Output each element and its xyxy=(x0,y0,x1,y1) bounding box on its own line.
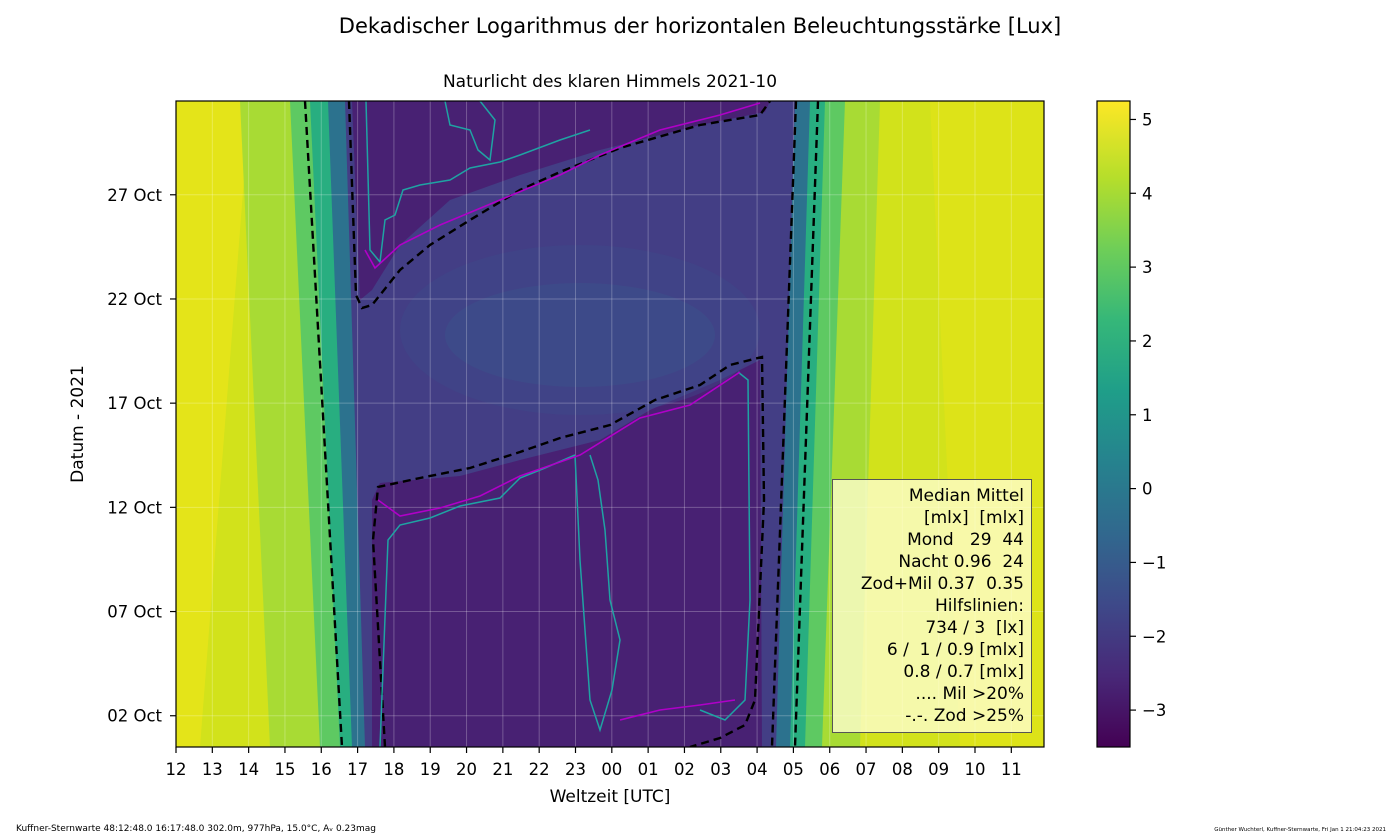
legend-line: Nacht 0.96 24 xyxy=(898,552,1024,572)
x-tick-label: 04 xyxy=(747,760,768,779)
twilight-dusk-1 xyxy=(240,101,335,747)
x-tick-label: 19 xyxy=(420,760,441,779)
colorbar-tick-label: 3 xyxy=(1142,258,1153,277)
y-axis-ticks: 02 Oct 07 Oct 12 Oct 17 Oct 22 Oct 27 Oct xyxy=(107,186,176,726)
colorbar-tick-label: 4 xyxy=(1142,184,1153,203)
contour-moon-right xyxy=(699,371,751,721)
x-tick-label: 14 xyxy=(238,760,259,779)
moonlit-region xyxy=(445,283,715,387)
y-tick-label: 27 Oct xyxy=(107,186,162,205)
legend-line: -.-. Zod >25% xyxy=(905,706,1024,726)
x-axis-ticks: 12 13 14 15 16 17 18 19 20 21 22 23 00 01 02 03 04 05 06 07… xyxy=(166,747,1022,779)
contour-upper-3lx xyxy=(347,101,771,310)
x-tick-label: 09 xyxy=(928,760,949,779)
legend-line: 734 / 3 [lx] xyxy=(925,618,1024,638)
moonlit-outer-region xyxy=(400,245,760,415)
y-tick-label: 17 Oct xyxy=(107,394,162,413)
x-tick-label: 20 xyxy=(456,760,477,779)
colorbar-tick-label: 1 xyxy=(1142,406,1153,425)
legend-line: Zod+Mil 0.37 0.35 xyxy=(860,574,1024,594)
contour-dusk-734lx xyxy=(303,101,344,747)
x-tick-label: 21 xyxy=(492,760,513,779)
contour-moon-lower xyxy=(379,454,576,747)
magenta-contours xyxy=(364,102,761,721)
x-tick-label: 18 xyxy=(383,760,404,779)
x-tick-label: 13 xyxy=(202,760,223,779)
legend-line: Mond 29 44 xyxy=(907,530,1024,550)
x-tick-label: 22 xyxy=(529,760,550,779)
x-tick-label: 15 xyxy=(274,760,295,779)
dashed-contours xyxy=(303,101,820,747)
y-axis-label: Datum - 2021 xyxy=(68,365,88,483)
dark-night-lower xyxy=(372,360,762,747)
x-tick-label: 10 xyxy=(964,760,985,779)
contour-dawn-734lx-inner xyxy=(770,101,798,747)
colorbar-tick-label: 5 xyxy=(1142,110,1153,129)
x-tick-label: 03 xyxy=(710,760,731,779)
chart-subtitle: Naturlicht des klaren Himmels 2021-10 xyxy=(442,72,778,92)
x-tick-label: 16 xyxy=(311,760,332,779)
x-tick-label: 12 xyxy=(166,760,187,779)
colorbar-tick-label: 0 xyxy=(1142,480,1153,499)
colorbar-tick-label: −2 xyxy=(1142,627,1166,646)
x-tick-label: 23 xyxy=(565,760,586,779)
contour-moon-top xyxy=(444,101,496,162)
legend-line: 6 / 1 / 0.9 [mlx] xyxy=(886,640,1024,660)
colorbar-tick-label: 2 xyxy=(1142,332,1153,351)
legend-line: Hilfslinien: xyxy=(935,596,1024,616)
contour-moon-lower-2 xyxy=(574,454,621,733)
x-tick-label: 00 xyxy=(601,760,622,779)
footer-author-info: Günther Wuchterl, Kuffner-Sternwarte, Fr… xyxy=(1214,827,1386,833)
legend-line: [mlx] [mlx] xyxy=(923,508,1024,528)
contour-magenta-upper xyxy=(364,102,761,270)
contour-magenta-bottom xyxy=(619,699,736,721)
x-tick-label: 05 xyxy=(783,760,804,779)
footer-observatory-info: Kuffner-Sternwarte 48:12:48.0 16:17:48.0… xyxy=(16,824,376,834)
x-tick-label: 08 xyxy=(892,760,913,779)
legend-line: .... Mil >20% xyxy=(915,684,1024,704)
contour-moon-upper xyxy=(365,101,591,264)
colorbar xyxy=(1096,100,1131,748)
heatmap-plot-area xyxy=(176,101,1044,747)
contour-dawn-734lx xyxy=(793,101,820,747)
legend-box: Median Mittel [mlx] [mlx] Mond 29 44 Nac… xyxy=(832,479,1032,733)
colorbar-tick-label: −1 xyxy=(1142,553,1166,572)
x-tick-label: 02 xyxy=(674,760,695,779)
x-tick-label: 01 xyxy=(638,760,659,779)
colorbar-ticks: 5 4 3 2 1 0 −1 −2 −3 xyxy=(1130,110,1166,720)
x-axis-label: Weltzeit [UTC] xyxy=(549,787,671,807)
legend-line: 0.8 / 0.7 [mlx] xyxy=(903,662,1024,682)
moon-contours xyxy=(365,101,751,747)
plot-frame xyxy=(175,100,1045,748)
y-tick-label: 12 Oct xyxy=(107,498,162,517)
colorbar-tick-label: −3 xyxy=(1142,701,1166,720)
x-tick-label: 07 xyxy=(856,760,877,779)
contour-magenta-lower xyxy=(377,371,741,517)
bright-left-band xyxy=(176,101,250,747)
x-tick-label: 06 xyxy=(819,760,840,779)
contour-lower-3lx xyxy=(371,355,766,747)
y-tick-label: 07 Oct xyxy=(107,603,162,622)
y-tick-label: 22 Oct xyxy=(107,290,162,309)
twilight-dawn-4 xyxy=(772,101,810,747)
x-tick-label: 11 xyxy=(1001,760,1022,779)
dark-night-upper xyxy=(352,101,770,300)
grid-lines xyxy=(176,101,1044,747)
x-tick-label: 17 xyxy=(347,760,368,779)
y-tick-label: 02 Oct xyxy=(107,707,162,726)
legend-line: Median Mittel xyxy=(908,486,1024,506)
chart-title: Dekadischer Logarithmus der horizontalen… xyxy=(338,14,1062,38)
